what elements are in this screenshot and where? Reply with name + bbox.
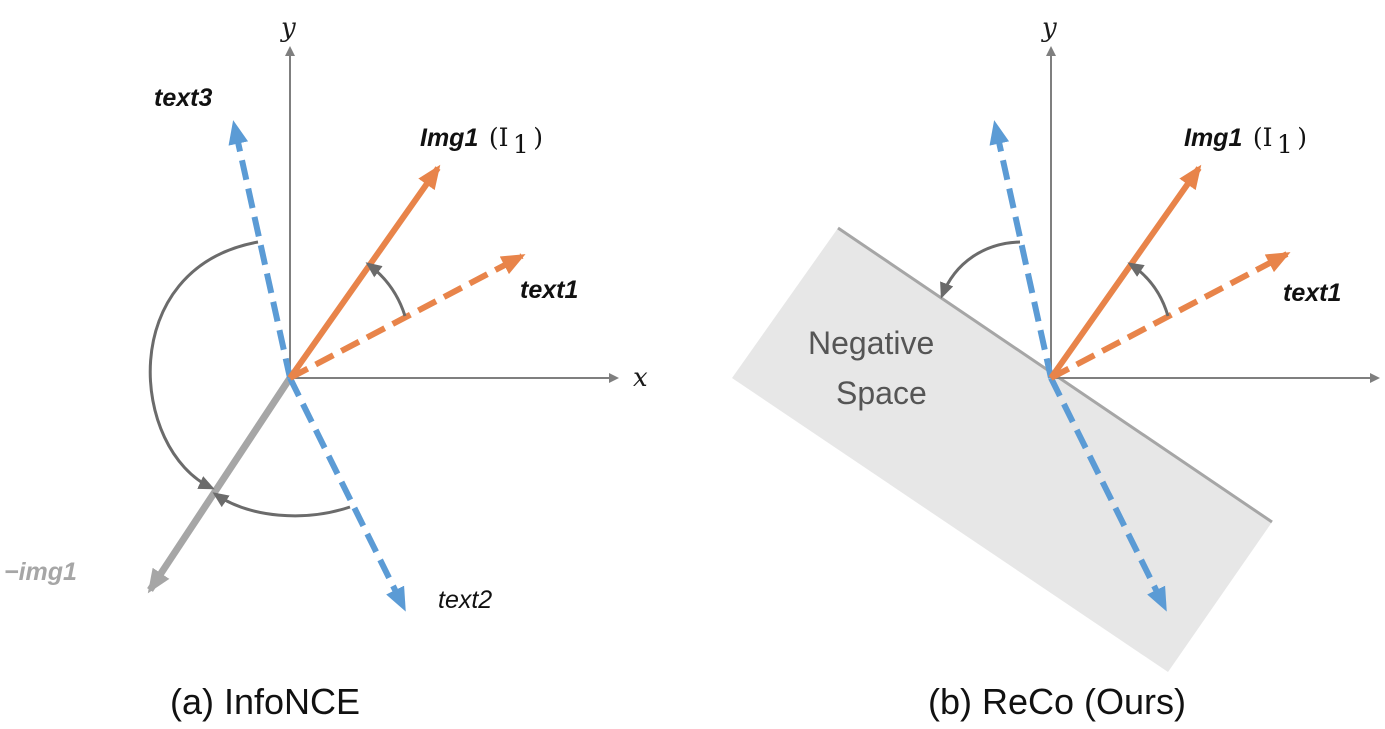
panel-b-text3-vector bbox=[989, 120, 1054, 379]
panel-a-arc-text2-negimg bbox=[212, 492, 351, 518]
panel-b-negative-space bbox=[732, 228, 1272, 672]
panel-b-img1-close: ) bbox=[1297, 123, 1307, 152]
panel-b-text2-vector bbox=[1048, 376, 1168, 612]
panel-a-neg-img-label: −img1 bbox=[4, 558, 77, 586]
panel-a-arc-text3-negimg bbox=[148, 240, 259, 490]
panel-b-caption: (b) ReCo (Ours) bbox=[928, 681, 1186, 722]
panel-a-img1-label: Img1 bbox=[420, 124, 478, 152]
panel-a-infonce: y x text3 Img1 (I 1 ) text1 text2 −img1 … bbox=[4, 13, 648, 722]
panel-a-img1-label-group: Img1 (I 1 ) bbox=[420, 123, 543, 159]
panel-b-arc-text1-img1 bbox=[1127, 262, 1170, 317]
panel-b-y-axis-label: y bbox=[1041, 13, 1057, 43]
panel-b-img1-math: (I bbox=[1253, 123, 1273, 152]
panel-a-text2-label: text2 bbox=[438, 586, 492, 614]
panel-a-text3-vector bbox=[228, 120, 293, 379]
panel-a-y-axis-label: y bbox=[280, 13, 296, 43]
panel-b-img1-label: Img1 bbox=[1184, 124, 1242, 152]
panel-a-text3-label: text3 bbox=[154, 84, 212, 112]
panel-b-text1-vector bbox=[1049, 251, 1291, 381]
panel-b-img1-vector bbox=[1048, 164, 1202, 380]
panel-b-reco: Negative Space y Img1 (I 1 ) text1 (b) R… bbox=[732, 13, 1380, 722]
panel-a-text2-vector bbox=[287, 376, 407, 612]
panel-b-text1-label: text1 bbox=[1283, 279, 1341, 307]
panel-b-img1-label-group: Img1 (I 1 ) bbox=[1184, 123, 1307, 159]
panel-b-region-label-line2: Space bbox=[836, 375, 927, 411]
panel-a-arc-text1-img1 bbox=[365, 262, 407, 317]
panel-a-img1-vector bbox=[287, 164, 441, 380]
panel-a-text1-vector bbox=[288, 253, 526, 381]
panel-a-img1-sub: 1 bbox=[513, 130, 529, 159]
panel-a-img1-close: ) bbox=[533, 123, 543, 152]
panel-a-caption: (a) InfoNCE bbox=[170, 681, 360, 722]
panel-a-neg-img-vector bbox=[147, 376, 293, 594]
panel-b-region-label-line1: Negative bbox=[808, 325, 934, 361]
panel-a-img1-math: (I bbox=[489, 123, 509, 152]
panel-b-arc-text3-boundary bbox=[940, 240, 1021, 299]
panel-a-x-axis-label: x bbox=[633, 363, 648, 393]
panel-b-img1-sub: 1 bbox=[1277, 130, 1293, 159]
panel-a-text1-label: text1 bbox=[520, 276, 578, 304]
